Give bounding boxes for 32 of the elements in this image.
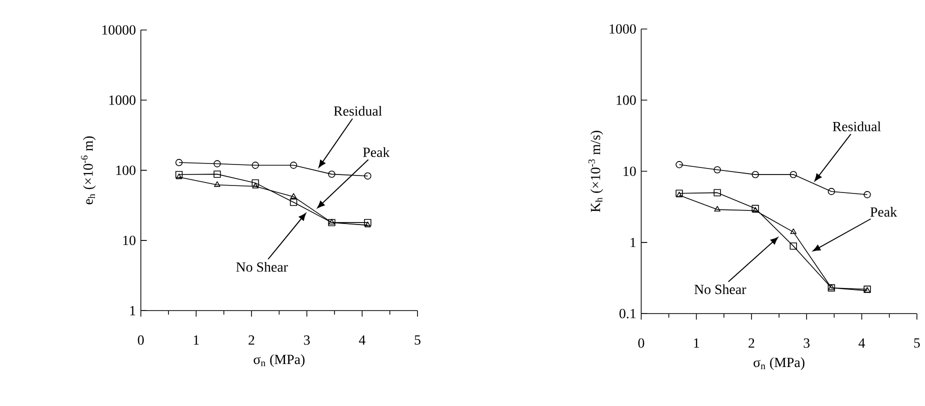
- x-tick-label: 4: [858, 338, 866, 348]
- annotation: No Shear: [694, 284, 746, 294]
- y-tick-label: 1000: [610, 24, 636, 34]
- x-tick-label: 0: [638, 338, 644, 348]
- x-tick-label: 4: [358, 336, 366, 345]
- x-tick-label: 1: [694, 338, 700, 348]
- y-tick-label: 100: [616, 96, 636, 106]
- y-tick-label: 10: [123, 236, 136, 246]
- x-tick-label: 2: [748, 338, 754, 348]
- annotation: Residual: [334, 106, 382, 116]
- x-tick-label: 5: [414, 336, 420, 345]
- y-tick-label: 1000: [109, 96, 136, 106]
- x-axis-title: σ$_{n}$ (MPa): [254, 354, 305, 368]
- y-tick-label: 1: [630, 238, 636, 248]
- y-tick-label: 0.1: [620, 309, 636, 319]
- y-tick-label: 100: [116, 166, 136, 176]
- y-tick-label: 1: [130, 306, 136, 316]
- annotation: Residual: [832, 122, 881, 132]
- x-tick-label: 3: [804, 338, 810, 348]
- annotation: No Shear: [236, 262, 288, 272]
- y-tick-label: 10: [624, 166, 636, 176]
- x-tick-label: 0: [138, 336, 144, 346]
- x-tick-label: 5: [914, 338, 920, 348]
- y-axis-title: e$_{h}$ (×10$^{-6}$ m): [81, 136, 96, 205]
- x-tick-label: 2: [248, 336, 254, 345]
- annotation: Peak: [870, 207, 898, 217]
- x-tick-label: 1: [194, 336, 199, 345]
- y-tick-label: 10000: [102, 26, 136, 35]
- y-axis-title: K$_{h}$ (×10$^{-3}$ m/s): [588, 131, 604, 212]
- x-axis-title: σ$_{n}$ (MPa): [754, 358, 804, 370]
- annotation: Peak: [363, 147, 390, 158]
- x-tick-label: 3: [304, 336, 310, 346]
